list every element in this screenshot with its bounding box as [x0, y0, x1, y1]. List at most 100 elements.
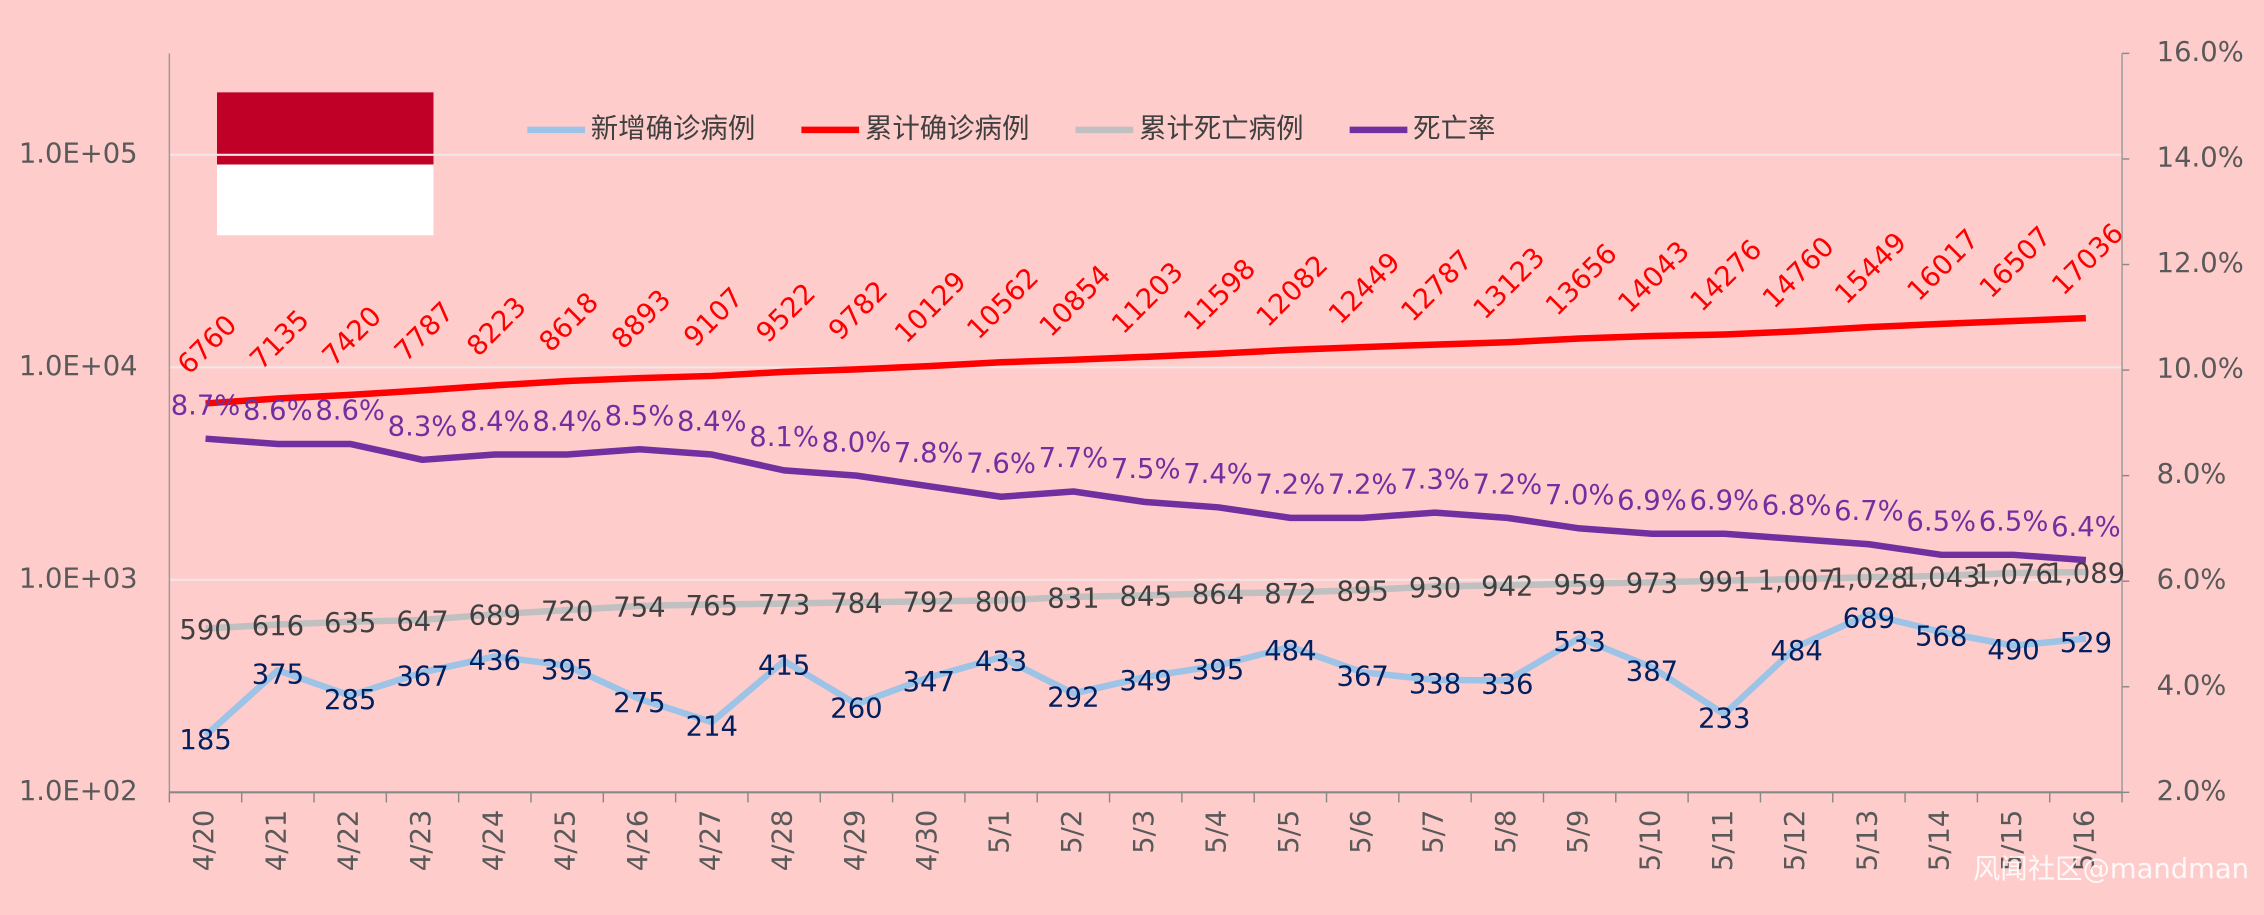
data-label: 436: [469, 646, 521, 677]
data-label: 185: [179, 725, 231, 756]
data-label: 590: [179, 615, 231, 646]
data-label: 872: [1264, 579, 1316, 610]
data-label: 930: [1409, 573, 1461, 604]
data-label: 6.8%: [1762, 491, 1832, 522]
data-label: 8.3%: [388, 412, 458, 443]
data-label: 7.0%: [1545, 480, 1615, 511]
x-tick-label: 5/6: [1346, 810, 1377, 854]
x-tick-label: 5/13: [1852, 810, 1883, 872]
data-label: 415: [758, 650, 810, 681]
data-label: 6.9%: [1617, 485, 1687, 516]
data-label: 490: [1987, 635, 2039, 666]
data-label: 831: [1047, 583, 1099, 614]
data-label: 689: [1843, 603, 1895, 634]
y-tick-label: 1.0E+04: [19, 351, 138, 382]
data-label: 647: [396, 606, 448, 637]
data-label: 275: [613, 688, 665, 719]
x-tick-label: 5/5: [1274, 810, 1305, 854]
data-label: 533: [1553, 627, 1605, 658]
x-tick-label: 4/24: [478, 810, 509, 872]
series-line: [205, 314, 2087, 407]
x-tick-label: 5/16: [2069, 810, 2100, 872]
x-tick-label: 4/25: [551, 810, 582, 872]
data-label: 7.7%: [1039, 443, 1109, 474]
data-label: 7.2%: [1328, 470, 1398, 501]
data-label: 7.5%: [1111, 454, 1181, 485]
data-label: 8.5%: [605, 401, 675, 432]
y2-tick-label: 10.0%: [2157, 354, 2244, 385]
data-label: 6.7%: [1834, 496, 1904, 527]
data-label: 568: [1915, 621, 1967, 652]
data-label: 6.5%: [1906, 507, 1976, 538]
x-tick-label: 5/14: [1925, 810, 1956, 872]
data-label: 395: [541, 655, 593, 686]
series-line: [205, 435, 2087, 564]
y2-tick-label: 16.0%: [2157, 37, 2244, 68]
x-tick-label: 4/27: [695, 810, 726, 872]
x-tick-label: 5/2: [1057, 810, 1088, 854]
data-label: 260: [830, 693, 882, 724]
data-label: 959: [1553, 570, 1605, 601]
data-label: 8.4%: [532, 406, 602, 437]
data-label: 7.3%: [1400, 464, 1470, 495]
y2-tick-label: 2.0%: [2157, 776, 2227, 807]
x-tick-label: 5/12: [1780, 810, 1811, 872]
data-label: 1,043: [1902, 562, 1980, 593]
y2-tick-label: 12.0%: [2157, 248, 2244, 279]
x-tick-label: 5/7: [1418, 810, 1449, 854]
data-label: 484: [1264, 636, 1316, 667]
data-label: 6.4%: [2051, 512, 2121, 543]
data-label: 1,089: [2047, 558, 2125, 589]
data-label: 8.7%: [171, 390, 241, 421]
series-line: [205, 568, 2086, 632]
data-label: 800: [975, 587, 1027, 618]
data-label: 8.6%: [315, 396, 385, 427]
data-label: 765: [686, 591, 738, 622]
data-label: 8.6%: [243, 396, 313, 427]
data-label: 895: [1337, 576, 1389, 607]
data-label: 991: [1698, 567, 1750, 598]
data-label: 214: [686, 711, 738, 742]
y2-tick-label: 6.0%: [2157, 565, 2227, 596]
y2-tick-label: 14.0%: [2157, 142, 2244, 173]
data-label: 773: [758, 590, 810, 621]
data-label: 292: [1047, 683, 1099, 714]
x-tick-label: 5/3: [1129, 810, 1160, 854]
data-label: 616: [252, 611, 304, 642]
data-label: 1,007: [1757, 566, 1835, 597]
data-label: 754: [613, 592, 665, 623]
data-label: 720: [541, 597, 593, 628]
data-label: 942: [1481, 572, 1533, 603]
legend-label: 死亡率: [1413, 113, 1495, 144]
data-label: 635: [324, 608, 376, 639]
data-label: 973: [1626, 569, 1678, 600]
legend-label: 累计死亡病例: [1139, 113, 1303, 144]
flag-white: [217, 164, 434, 236]
data-label: 433: [975, 646, 1027, 677]
y-tick-label: 1.0E+03: [19, 563, 138, 594]
x-tick-label: 4/21: [261, 810, 292, 872]
y-tick-label: 1.0E+02: [19, 776, 138, 807]
data-label: 8.4%: [460, 406, 530, 437]
data-label: 8.0%: [822, 427, 892, 458]
legend-label: 累计确诊病例: [865, 113, 1029, 144]
y2-tick-label: 4.0%: [2157, 670, 2227, 701]
series-line: [203, 610, 2087, 738]
x-tick-label: 5/8: [1491, 810, 1522, 854]
data-label: 338: [1409, 669, 1461, 700]
data-label: 7.8%: [894, 438, 964, 469]
x-tick-label: 4/23: [406, 810, 437, 872]
data-label: 8.4%: [677, 406, 747, 437]
data-label: 7.6%: [966, 449, 1036, 480]
x-tick-label: 4/30: [912, 810, 943, 872]
x-tick-label: 4/22: [334, 810, 365, 872]
data-label: 6.5%: [1979, 507, 2049, 538]
data-label: 349: [1120, 666, 1172, 697]
data-label: 529: [2060, 628, 2112, 659]
data-label: 7.4%: [1183, 459, 1253, 490]
data-label: 845: [1120, 582, 1172, 613]
data-label: 336: [1481, 670, 1533, 701]
x-tick-label: 5/10: [1635, 810, 1666, 872]
